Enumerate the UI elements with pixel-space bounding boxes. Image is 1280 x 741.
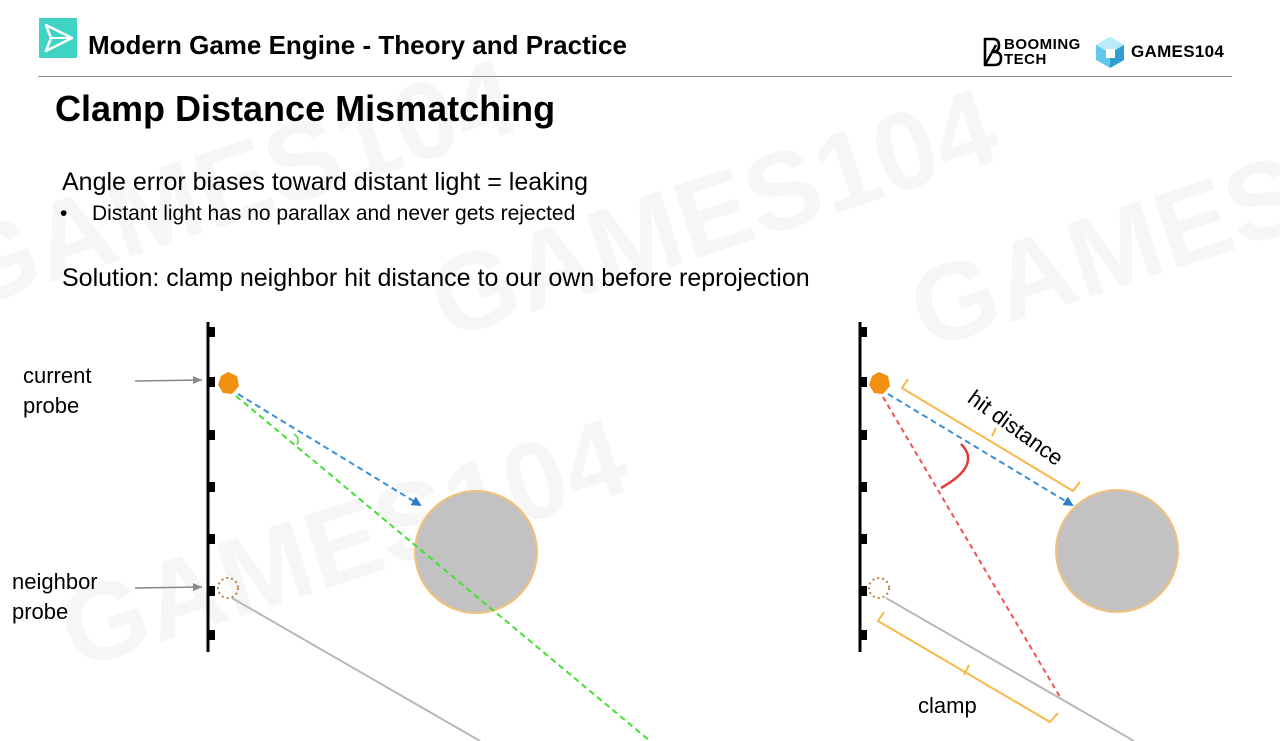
solution-text: Solution: clamp neighbor hit distance to… — [62, 264, 810, 292]
neighbor-probe-icon — [217, 577, 239, 599]
paper-plane-tile-icon — [39, 18, 77, 58]
pointer-arrow-neighbor — [134, 583, 203, 592]
neighbor-ray — [231, 597, 481, 741]
clamp-bracket — [877, 611, 1059, 723]
occluder-sphere — [414, 490, 538, 614]
ray-blue — [887, 393, 1074, 507]
brand-booming-line2: TECH — [1004, 51, 1047, 68]
label-neighbor-probe: neighbor probe — [12, 569, 98, 624]
ray-red — [882, 396, 1061, 698]
wall-ticks — [861, 327, 867, 640]
bullet-dot-icon: • — [60, 202, 68, 225]
header-title: Modern Game Engine - Theory and Practice — [88, 30, 627, 60]
angle-arc — [940, 443, 970, 490]
cube-icon — [1096, 37, 1124, 68]
bullet-item: • Distant light has no parallax and never… — [60, 202, 575, 226]
hit-distance-bracket — [901, 378, 1081, 492]
main-point: Angle error biases toward distant light … — [62, 168, 588, 196]
current-probe-icon — [869, 372, 890, 394]
pointer-arrow-current — [134, 376, 203, 385]
brand-booming-line1: BOOMING — [1004, 36, 1081, 53]
right-diagram — [858, 322, 1179, 741]
bullet-text: Distant light has no parallax and never … — [92, 202, 576, 225]
wall-ticks — [209, 327, 215, 640]
header-divider — [38, 76, 1232, 77]
booming-b-icon — [983, 37, 1003, 67]
games104-logo: GAMES104 — [1093, 35, 1233, 69]
brand-games: GAMES104 — [1131, 42, 1225, 61]
angle-arc — [293, 433, 299, 446]
booming-tech-logo: BOOMING TECH — [982, 36, 1092, 70]
label-current-probe: current probe — [23, 363, 92, 418]
neighbor-probe-icon — [868, 577, 890, 599]
slide-title: Clamp Distance Mismatching — [55, 88, 556, 129]
ray-blue — [237, 393, 422, 507]
current-probe-icon — [218, 372, 239, 394]
label-clamp: clamp — [918, 693, 977, 718]
neighbor-ray — [885, 597, 1135, 741]
left-diagram — [134, 322, 651, 741]
occluder-sphere — [1055, 489, 1179, 613]
